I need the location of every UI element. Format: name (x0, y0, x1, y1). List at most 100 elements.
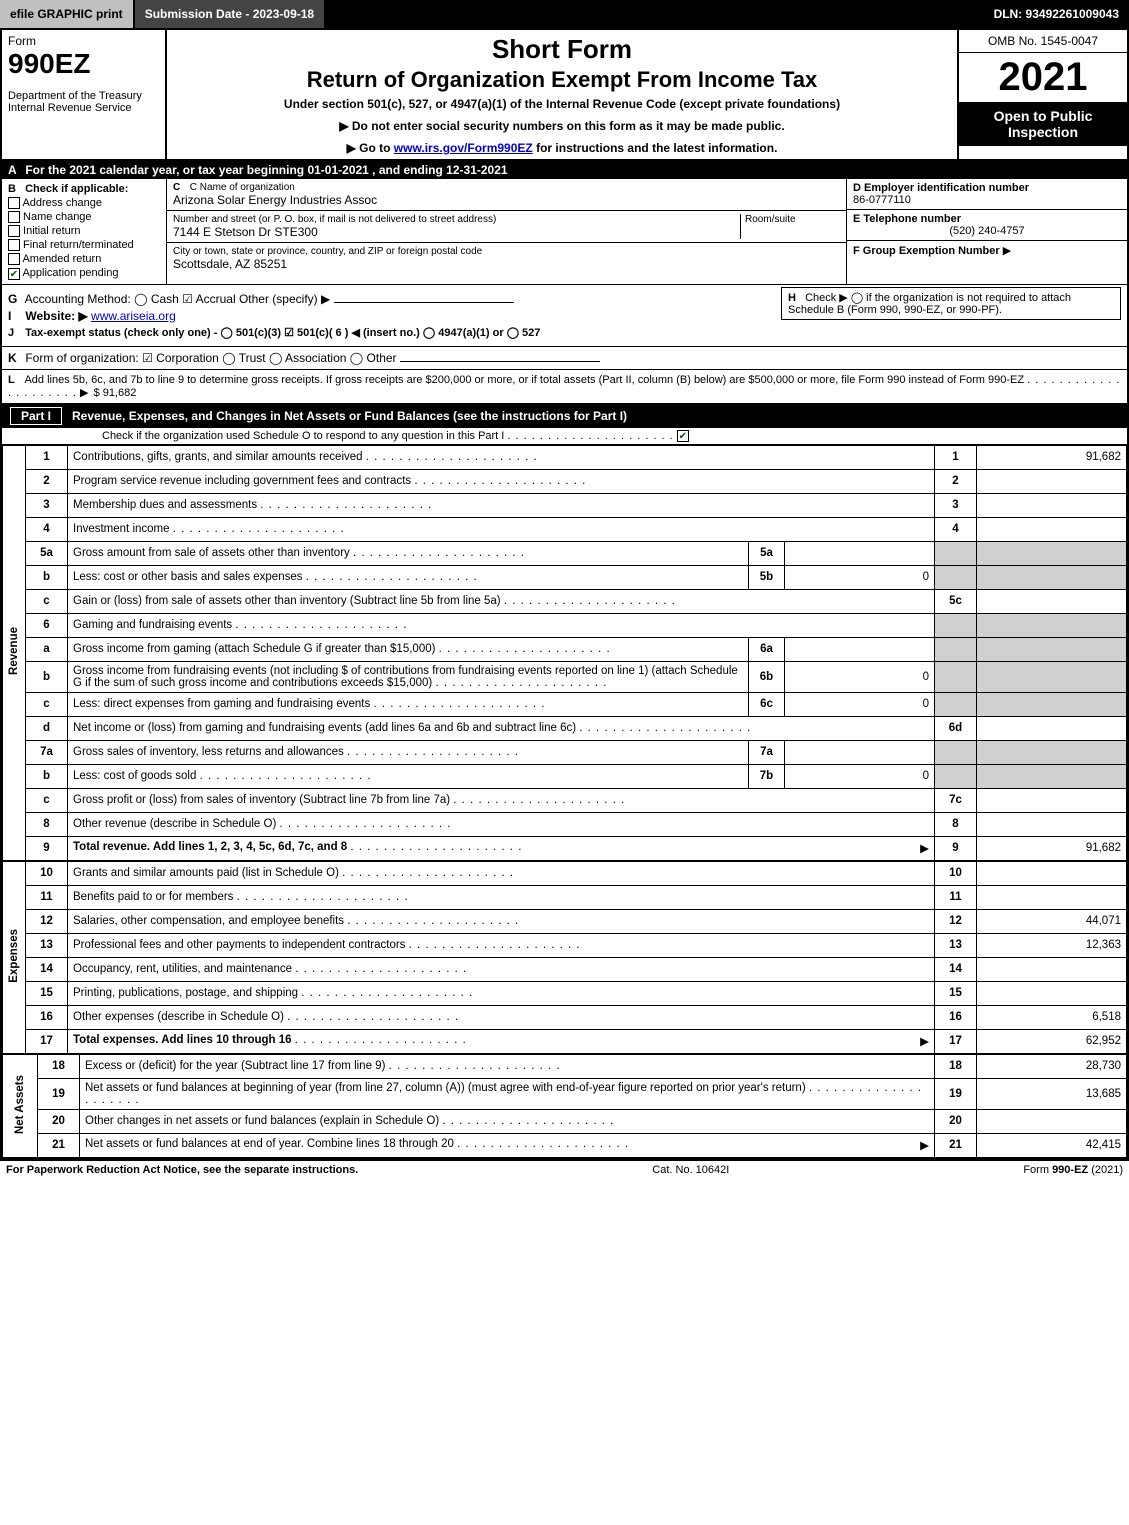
sub-value (785, 637, 935, 661)
box-number: 6d (935, 716, 977, 740)
amount-value (977, 957, 1127, 981)
amount-shaded (977, 661, 1127, 692)
letter-j: J (8, 327, 22, 339)
box-number: 13 (935, 933, 977, 957)
amount-value (977, 469, 1127, 493)
checkbox-icon[interactable] (8, 239, 20, 251)
part1-checknote: Check if the organization used Schedule … (2, 428, 1127, 445)
amount-value (977, 885, 1127, 909)
website-link[interactable]: www.ariseia.org (91, 309, 176, 323)
box-number: 7c (935, 788, 977, 812)
h-box: H Check ▶ ◯ if the organization is not r… (781, 287, 1121, 320)
table-row: 20Other changes in net assets or fund ba… (3, 1109, 1127, 1133)
box-number: 4 (935, 517, 977, 541)
checkbox-initial-return[interactable]: Initial return (8, 225, 160, 237)
amount-value: 62,952 (977, 1029, 1127, 1053)
section-label-revenue: Revenue (3, 445, 26, 860)
table-row: 15Printing, publications, postage, and s… (3, 981, 1127, 1005)
box-shaded (935, 637, 977, 661)
sub-box: 5b (749, 565, 785, 589)
sub-box: 7a (749, 740, 785, 764)
footer-right: Form 990-EZ (2021) (1023, 1164, 1123, 1176)
letter-i: I (8, 309, 22, 323)
schedule-o-checkbox[interactable] (677, 430, 689, 442)
section-bcdef: B Check if applicable: Address change Na… (2, 179, 1127, 285)
letter-l: L (8, 374, 22, 386)
line-description: Gross amount from sale of assets other t… (68, 541, 749, 565)
table-row: bLess: cost of goods sold 7b0 (3, 764, 1127, 788)
table-row: 8Other revenue (describe in Schedule O) … (3, 812, 1127, 836)
checkbox-icon[interactable] (8, 225, 20, 237)
sub-value: 0 (785, 565, 935, 589)
line-number: 18 (38, 1054, 80, 1078)
checkbox-icon[interactable] (8, 268, 20, 280)
line-number: a (26, 637, 68, 661)
table-row: 13Professional fees and other payments t… (3, 933, 1127, 957)
line-description: Program service revenue including govern… (68, 469, 935, 493)
checkbox-address-change[interactable]: Address change (8, 197, 160, 209)
box-number: 5c (935, 589, 977, 613)
table-row: 12Salaries, other compensation, and empl… (3, 909, 1127, 933)
line-number: 16 (26, 1005, 68, 1029)
instruction-goto: ▶ Go to www.irs.gov/Form990EZ for instru… (173, 141, 951, 155)
form-header: Form 990EZ Department of the Treasury In… (2, 30, 1127, 161)
line-number: b (26, 661, 68, 692)
line-number: 21 (38, 1133, 80, 1157)
table-row: 14Occupancy, rent, utilities, and mainte… (3, 957, 1127, 981)
amount-shaded (977, 565, 1127, 589)
line-number: 1 (26, 445, 68, 469)
line-number: 17 (26, 1029, 68, 1053)
amount-shaded (977, 740, 1127, 764)
phone-label: E Telephone number (853, 213, 1121, 225)
street-label: Number and street (or P. O. box, if mail… (173, 214, 740, 225)
box-shaded (935, 565, 977, 589)
line-description: Other expenses (describe in Schedule O) (68, 1005, 935, 1029)
room-label: Room/suite (745, 214, 840, 225)
letter-b: B (8, 183, 22, 195)
efile-print-button[interactable]: efile GRAPHIC print (0, 0, 135, 28)
line-description: Contributions, gifts, grants, and simila… (68, 445, 935, 469)
line-number: c (26, 589, 68, 613)
letter-g: G (8, 292, 22, 306)
checkbox-name-change[interactable]: Name change (8, 211, 160, 223)
sub-box: 5a (749, 541, 785, 565)
box-number: 21 (935, 1133, 977, 1157)
checkbox-application-pending[interactable]: Application pending (8, 267, 160, 279)
table-row: Revenue1Contributions, gifts, grants, an… (3, 445, 1127, 469)
box-number: 19 (935, 1078, 977, 1109)
irs-link[interactable]: www.irs.gov/Form990EZ (394, 141, 533, 155)
line-description: Gaming and fundraising events (68, 613, 935, 637)
box-number: 20 (935, 1109, 977, 1133)
form-word: Form (8, 34, 159, 48)
line-description: Less: cost or other basis and sales expe… (68, 565, 749, 589)
page-footer: For Paperwork Reduction Act Notice, see … (0, 1160, 1129, 1179)
checkbox-final-return-terminated[interactable]: Final return/terminated (8, 239, 160, 251)
footer-left: For Paperwork Reduction Act Notice, see … (6, 1164, 358, 1176)
box-number: 10 (935, 861, 977, 885)
part1-title: Revenue, Expenses, and Changes in Net As… (72, 409, 627, 423)
table-row: 19Net assets or fund balances at beginni… (3, 1078, 1127, 1109)
line-k-wrap: K Form of organization: ☑ Corporation ◯ … (2, 347, 1127, 370)
table-row: aGross income from gaming (attach Schedu… (3, 637, 1127, 661)
checkbox-icon[interactable] (8, 211, 20, 223)
line-description: Other revenue (describe in Schedule O) (68, 812, 935, 836)
street-cell: Number and street (or P. O. box, if mail… (167, 211, 846, 243)
box-number: 17 (935, 1029, 977, 1053)
box-number: 16 (935, 1005, 977, 1029)
table-row: cGain or (loss) from sale of assets othe… (3, 589, 1127, 613)
checkbox-icon[interactable] (8, 253, 20, 265)
website-label: Website: ▶ (25, 309, 87, 323)
table-row: dNet income or (loss) from gaming and fu… (3, 716, 1127, 740)
submission-date: Submission Date - 2023-09-18 (135, 0, 326, 28)
line-number: 13 (26, 933, 68, 957)
line-description: Printing, publications, postage, and shi… (68, 981, 935, 1005)
checkbox-amended-return[interactable]: Amended return (8, 253, 160, 265)
amount-value (977, 517, 1127, 541)
line-number: 5a (26, 541, 68, 565)
line-number: 9 (26, 836, 68, 860)
checkbox-icon[interactable] (8, 197, 20, 209)
table-row: cGross profit or (loss) from sales of in… (3, 788, 1127, 812)
amount-value (977, 493, 1127, 517)
line-number: 20 (38, 1109, 80, 1133)
form-container: Form 990EZ Department of the Treasury In… (0, 28, 1129, 1160)
